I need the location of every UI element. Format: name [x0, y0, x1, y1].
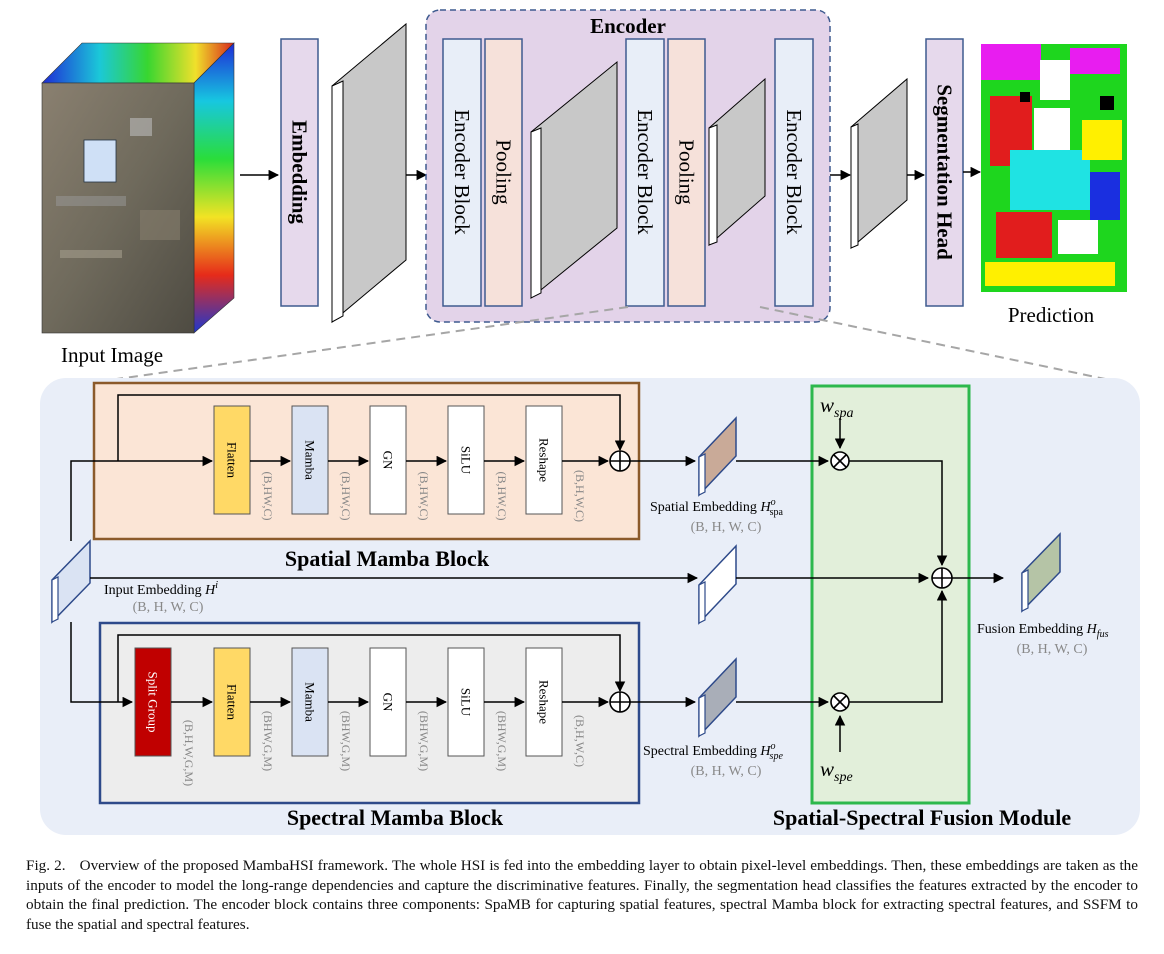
spatial-embedding-shape: (B, H, W, C): [691, 520, 762, 535]
spatial-mamba-label: Mamba: [303, 440, 318, 480]
spectral-silu-label: SiLU: [459, 688, 474, 717]
encoder-title: Encoder: [590, 14, 666, 38]
caption-text: Overview of the proposed MambaHSI framew…: [26, 857, 1139, 933]
spectral-embedding-slab: [698, 657, 737, 738]
spatial-shape-3: (B,HW,C): [495, 472, 509, 521]
spatial-gn-box: [369, 405, 407, 515]
spectral-silu-box: [447, 647, 485, 757]
flow-spectral-weighted-to-sum: [849, 589, 948, 703]
spatial-add-operator: [609, 450, 631, 472]
spatial-mamba-box: [291, 405, 329, 515]
spatial-silu-label: SiLU: [459, 446, 474, 475]
encoder-block-3-label: Encoder Block: [782, 109, 806, 235]
encoder-block-3: [774, 38, 814, 307]
feature-map-1: [331, 22, 407, 324]
fusion-module: [810, 384, 971, 805]
spatial-flatten-label: Flatten: [225, 442, 240, 479]
spectral-split-group-label: Split Group: [146, 671, 161, 732]
fusion-add-operator: [931, 567, 953, 589]
spectral-steps: Split Group (B,H,W,G,M) Flatten (BHW,G,M…: [134, 647, 610, 786]
encoder-block-2-label: Encoder Block: [633, 109, 657, 235]
spectral-reshape-label: Reshape: [537, 680, 552, 724]
input-embedding-slab: [51, 539, 91, 624]
spectral-gn-box: [369, 647, 407, 757]
flow-input-to-spatial: [70, 455, 214, 541]
flow-spatial-weighted-to-sum: [849, 460, 948, 567]
spatial-multiply-operator: [830, 451, 850, 471]
fusion-embedding-slab: [1021, 532, 1061, 613]
spectral-shape-5: (B,H,W,C): [573, 715, 587, 767]
spectral-shape-2: (BHW,G,M): [339, 711, 353, 771]
spectral-mamba-label: Mamba: [303, 682, 318, 722]
spectral-shape-1: (BHW,G,M): [261, 711, 275, 771]
embedding-block: [280, 38, 319, 307]
zoom-line-left: [109, 306, 629, 381]
spatial-flatten-box: [213, 405, 251, 515]
encoder-block-2: [625, 38, 665, 307]
spectral-gn-label: GN: [381, 693, 396, 712]
flow-input-to-spectral: [70, 622, 134, 708]
spectral-shape-0: (B,H,W,G,M): [182, 720, 196, 786]
pooling-2-label: Pooling: [675, 139, 699, 205]
w-spa-label: wspa: [820, 393, 853, 421]
encoder-block-1: [442, 38, 482, 307]
input-embedding-label: Input Embedding Hi: [104, 580, 218, 598]
spatial-shape-2: (B,HW,C): [417, 472, 431, 521]
pooling-1-label: Pooling: [492, 139, 516, 205]
spectral-flatten-box: [213, 647, 251, 757]
spectral-multiply-operator: [830, 692, 850, 712]
spectral-flatten-label: Flatten: [225, 684, 240, 721]
fusion-embedding-label: Fusion Embedding Hfus: [977, 622, 1109, 640]
spatial-mamba-title: Spatial Mamba Block: [285, 546, 490, 571]
pooling-block-1: [484, 38, 523, 307]
spatial-shape-4: (B,H,W,C): [573, 470, 587, 522]
figure-caption: Fig. 2. Overview of the proposed MambaHS…: [26, 856, 1138, 934]
input-hsi-cube: [41, 42, 235, 334]
spatial-silu-box: [447, 405, 485, 515]
spatial-gn-label: GN: [381, 451, 396, 470]
w-spe-label: wspe: [820, 757, 853, 785]
input-image-label: Input Image: [61, 343, 163, 367]
spectral-reshape-box: [525, 647, 563, 757]
spatial-reshape-label: Reshape: [537, 438, 552, 482]
feature-map-4: [850, 77, 908, 250]
prediction-label: Prediction: [1008, 303, 1095, 327]
spatial-shape-1: (B,HW,C): [339, 472, 353, 521]
fusion-embedding-shape: (B, H, W, C): [1017, 642, 1088, 657]
segmentation-head-label: Segmentation Head: [933, 84, 957, 260]
spatial-shape-0: (B,HW,C): [261, 472, 275, 521]
spectral-skip-connection: [117, 634, 626, 702]
spectral-add-operator: [609, 691, 631, 713]
figure-label: Fig. 2.: [26, 857, 66, 874]
spectral-embedding-shape: (B, H, W, C): [691, 764, 762, 779]
mambahsi-diagram: Input Image Embedding Encoder Encoder Bl…: [40, 9, 1140, 835]
prediction-map: [981, 44, 1127, 292]
spatial-skip-connection: [117, 394, 626, 461]
input-embedding-shape: (B, H, W, C): [133, 600, 204, 615]
spatial-embedding-label: Spatial Embedding Ho spa: [650, 497, 783, 518]
input-embedding-copy-slab: [698, 544, 737, 625]
embedding-label: Embedding: [288, 120, 312, 224]
spatial-reshape-box: [525, 405, 563, 515]
pooling-block-2: [667, 38, 706, 307]
segmentation-head-block: [925, 38, 964, 307]
feature-map-3: [708, 77, 766, 247]
spectral-mamba-box: [291, 647, 329, 757]
fusion-module-title: Spatial-Spectral Fusion Module: [773, 805, 1071, 830]
spatial-embedding-slab: [698, 416, 737, 497]
feature-map-2: [530, 60, 618, 300]
spectral-embedding-label: Spectral Embedding Ho spe: [643, 741, 783, 762]
encoder-block-1-label: Encoder Block: [450, 109, 474, 235]
spectral-shape-3: (BHW,G,M): [417, 711, 431, 771]
spectral-shape-4: (BHW,G,M): [495, 711, 509, 771]
spectral-mamba-title: Spectral Mamba Block: [287, 805, 504, 830]
spatial-steps: Flatten (B,HW,C) Mamba (B,HW,C) GN (B,HW…: [213, 405, 610, 522]
